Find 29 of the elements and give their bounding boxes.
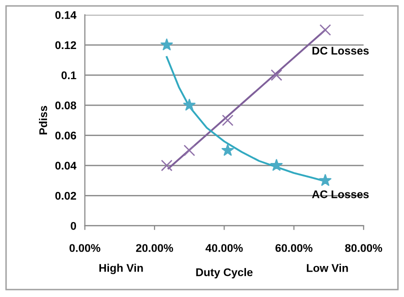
point [160,160,172,172]
point [270,159,283,171]
text: High Vin [99,264,143,274]
y-tick-label: 0.04 [55,162,76,170]
series-label: DC Losses [312,46,369,55]
point [184,144,196,156]
y-tick-label: 0 [70,222,76,230]
point [319,174,332,186]
x-tick-label: 80.00% [345,244,382,252]
y-tick-label: 0.02 [55,192,76,200]
y-tick-label: 0.12 [55,41,76,50]
x-tick-label: 20.00% [136,244,174,252]
series-label: AC Losses [312,190,369,198]
point [222,144,234,156]
y-tick-label: 0.06 [55,132,76,140]
point [183,98,196,111]
point [222,114,234,126]
y-axis-title: Pdiss [38,106,48,134]
y-tick-label: 0.1 [62,71,76,80]
y-tick-label: 0.08 [55,101,76,110]
y-tick-label: 0.14 [55,11,76,19]
point [270,69,282,81]
text: Low Vin [306,264,348,272]
x-tick-label: 40.00% [206,244,243,252]
point [160,38,173,50]
x-axis-title: Duty Cycle [196,268,253,278]
x-tick-label: 60.00% [275,244,312,252]
x-tick-label: 0.00% [70,244,100,252]
point [319,24,332,36]
